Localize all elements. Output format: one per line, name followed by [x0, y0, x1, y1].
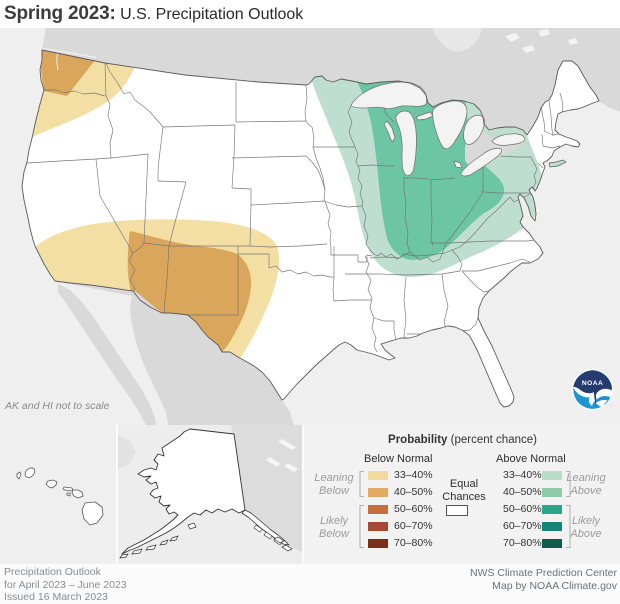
svg-text:NOAA: NOAA: [582, 380, 603, 387]
